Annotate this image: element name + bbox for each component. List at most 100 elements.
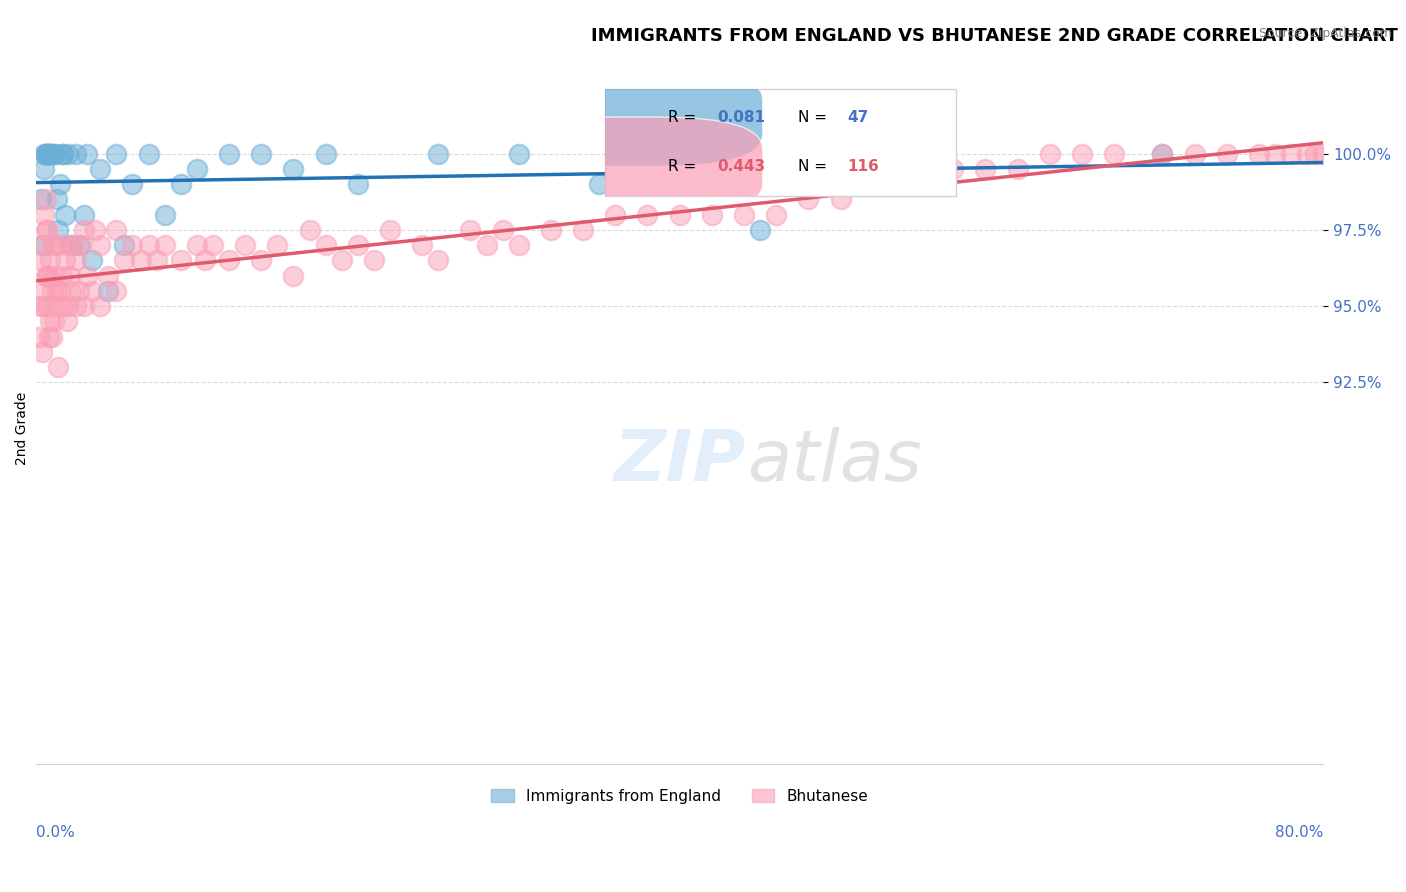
- Point: [89, 238, 111, 252]
- Point: [32, 284, 55, 298]
- Point: [1070, 146, 1092, 161]
- Point: [298, 223, 321, 237]
- Point: [28, 329, 51, 343]
- Point: [52, 299, 75, 313]
- Point: [1152, 146, 1174, 161]
- Point: [51, 146, 73, 161]
- Text: 80.0%: 80.0%: [1275, 825, 1323, 840]
- Legend: Immigrants from England, Bhutanese: Immigrants from England, Bhutanese: [485, 782, 875, 810]
- Point: [121, 177, 143, 191]
- Point: [572, 223, 595, 237]
- Point: [862, 177, 884, 191]
- Point: [508, 146, 530, 161]
- Point: [30, 193, 52, 207]
- Point: [34, 193, 56, 207]
- Point: [82, 284, 104, 298]
- Point: [30, 299, 52, 313]
- FancyBboxPatch shape: [510, 68, 762, 166]
- Point: [218, 146, 240, 161]
- Point: [44, 238, 66, 252]
- Text: 0.443: 0.443: [717, 159, 765, 174]
- Point: [1264, 146, 1286, 161]
- Point: [1296, 146, 1319, 161]
- Point: [41, 284, 63, 298]
- Point: [315, 146, 337, 161]
- Text: ZIP: ZIP: [613, 427, 745, 496]
- Text: 47: 47: [846, 110, 869, 125]
- Point: [1102, 146, 1125, 161]
- Point: [49, 284, 72, 298]
- Point: [38, 146, 60, 161]
- Point: [1279, 146, 1302, 161]
- Point: [233, 238, 256, 252]
- Point: [51, 268, 73, 283]
- Point: [37, 268, 59, 283]
- Point: [67, 284, 90, 298]
- Point: [65, 253, 87, 268]
- Point: [250, 253, 273, 268]
- Point: [32, 161, 55, 176]
- Point: [411, 238, 433, 252]
- Point: [41, 329, 63, 343]
- Point: [797, 193, 820, 207]
- Point: [910, 177, 932, 191]
- Point: [73, 208, 96, 222]
- Point: [39, 253, 62, 268]
- Point: [56, 146, 79, 161]
- Point: [67, 238, 90, 252]
- Point: [41, 238, 63, 252]
- Point: [37, 299, 59, 313]
- Point: [153, 208, 176, 222]
- Y-axis label: 2nd Grade: 2nd Grade: [15, 392, 30, 465]
- Point: [38, 329, 60, 343]
- FancyBboxPatch shape: [605, 89, 956, 196]
- Point: [89, 299, 111, 313]
- Point: [38, 268, 60, 283]
- Text: 0.081: 0.081: [717, 110, 765, 125]
- Text: N =: N =: [799, 110, 832, 125]
- Point: [48, 360, 70, 375]
- Point: [76, 146, 98, 161]
- Point: [194, 253, 217, 268]
- Point: [76, 268, 98, 283]
- Point: [942, 161, 965, 176]
- Point: [42, 146, 65, 161]
- Point: [346, 177, 368, 191]
- Point: [65, 146, 87, 161]
- Point: [34, 268, 56, 283]
- Point: [84, 223, 107, 237]
- Point: [60, 238, 83, 252]
- Point: [186, 161, 208, 176]
- Point: [114, 253, 136, 268]
- Point: [105, 284, 128, 298]
- Point: [82, 253, 104, 268]
- Point: [1152, 146, 1174, 161]
- Point: [45, 193, 67, 207]
- Text: IMMIGRANTS FROM ENGLAND VS BHUTANESE 2ND GRADE CORRELATION CHART: IMMIGRANTS FROM ENGLAND VS BHUTANESE 2ND…: [591, 27, 1398, 45]
- Point: [540, 223, 562, 237]
- Point: [346, 238, 368, 252]
- Point: [974, 161, 997, 176]
- Point: [460, 223, 482, 237]
- Point: [70, 238, 93, 252]
- Point: [668, 208, 690, 222]
- Point: [588, 177, 610, 191]
- Point: [73, 223, 96, 237]
- Point: [45, 284, 67, 298]
- Text: atlas: atlas: [747, 427, 921, 496]
- Point: [121, 238, 143, 252]
- Point: [315, 238, 337, 252]
- Point: [830, 193, 852, 207]
- Point: [201, 238, 224, 252]
- Point: [733, 208, 755, 222]
- Point: [53, 208, 76, 222]
- Point: [427, 253, 450, 268]
- Point: [427, 146, 450, 161]
- Point: [42, 314, 65, 328]
- Point: [749, 223, 772, 237]
- Point: [1303, 146, 1326, 161]
- Point: [170, 177, 193, 191]
- Point: [49, 177, 72, 191]
- Point: [32, 238, 55, 252]
- Text: Source: ZipAtlas.com: Source: ZipAtlas.com: [1258, 27, 1392, 40]
